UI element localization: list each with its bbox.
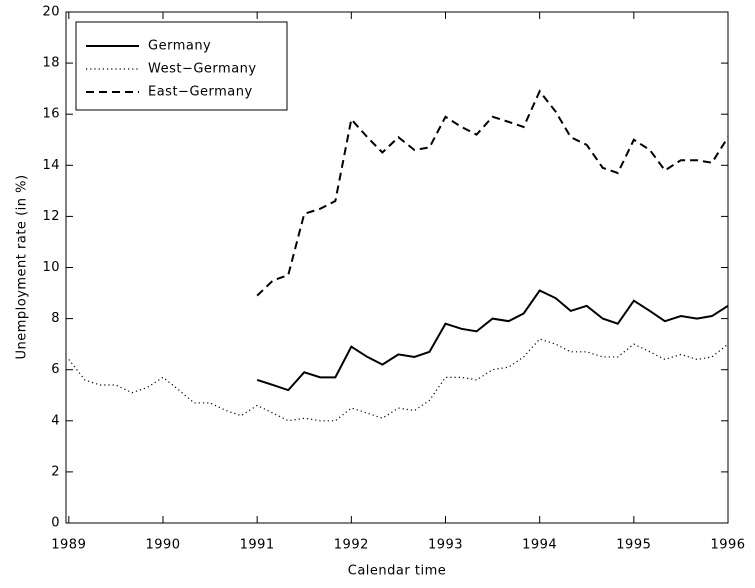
x-axis-label: Calendar time <box>348 564 446 579</box>
legend-label: Germany <box>148 39 211 54</box>
y-tick-label: 10 <box>42 260 60 275</box>
y-tick-label: 0 <box>51 516 60 531</box>
x-tick-label: 1992 <box>334 538 369 553</box>
data-line <box>68 338 729 422</box>
x-tick-label: 1995 <box>616 538 651 553</box>
data-line <box>256 89 729 297</box>
x-tick-label: 1994 <box>522 538 557 553</box>
x-tick-label: 1993 <box>428 538 463 553</box>
x-tick-label: 1989 <box>51 538 86 553</box>
legend-box <box>75 21 288 111</box>
y-tick-label: 14 <box>42 158 60 173</box>
y-tick-label: 6 <box>51 362 60 377</box>
y-tick-label: 16 <box>42 107 60 122</box>
data-line <box>256 289 729 392</box>
y-tick-label: 8 <box>51 311 60 326</box>
y-tick-label: 4 <box>51 413 60 428</box>
x-tick-label: 1990 <box>145 538 180 553</box>
y-tick-label: 20 <box>42 5 60 20</box>
legend-label: East−Germany <box>148 85 253 100</box>
legend-label: West−Germany <box>148 62 257 77</box>
x-tick-label: 1996 <box>710 538 745 553</box>
y-tick-label: 2 <box>51 464 60 479</box>
y-tick-label: 12 <box>42 209 60 224</box>
y-axis-label: Unemployment rate (in %) <box>15 174 30 359</box>
y-tick-label: 18 <box>42 56 60 71</box>
x-tick-label: 1991 <box>240 538 275 553</box>
